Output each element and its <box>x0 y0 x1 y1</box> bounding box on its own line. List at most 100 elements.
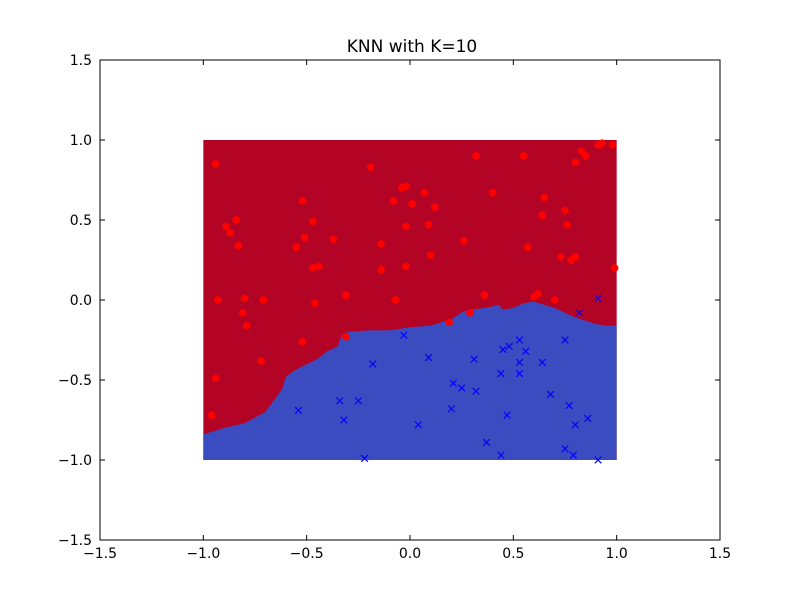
y-tick-label: 1.0 <box>70 133 92 149</box>
blue-x-point <box>499 345 507 354</box>
red-circle-point <box>222 222 230 231</box>
red-circle-point <box>213 296 222 304</box>
y-tick-label: 0.0 <box>70 293 92 309</box>
x-tick-label: 0.0 <box>399 546 421 562</box>
blue-x-point <box>569 451 577 459</box>
red-circle-point <box>459 236 468 245</box>
red-circle-point <box>240 294 249 303</box>
blue-x-point <box>294 406 303 415</box>
blue-x-point <box>561 445 569 453</box>
y-tick-label: −1.5 <box>58 533 92 549</box>
red-circle-point <box>211 374 220 383</box>
blue-x-point <box>515 358 524 367</box>
red-circle-point <box>257 356 266 365</box>
blue-x-point <box>497 451 505 459</box>
x-tick-label: −1.5 <box>83 546 117 562</box>
red-circle-point <box>402 262 410 271</box>
red-circle-point <box>424 220 433 229</box>
blue-x-point <box>497 369 505 378</box>
blue-x-point <box>400 331 408 339</box>
red-circle-point <box>571 158 580 167</box>
red-circle-point <box>300 233 309 242</box>
data-points <box>207 139 619 464</box>
y-tick-label: −0.5 <box>58 373 92 389</box>
red-circle-point <box>377 240 385 248</box>
blue-x-point <box>457 384 466 392</box>
red-circle-point <box>226 228 235 237</box>
red-circle-point <box>309 217 317 226</box>
red-circle-point <box>550 296 559 304</box>
red-circle-point <box>445 318 454 327</box>
blue-x-point <box>515 369 524 378</box>
red-circle-point <box>342 291 350 300</box>
blue-x-point <box>369 360 377 368</box>
red-circle-point <box>563 220 571 229</box>
x-tick-label: −1.0 <box>186 546 220 562</box>
blue-x-point <box>414 421 422 429</box>
blue-x-point <box>340 416 348 424</box>
red-circle-point <box>480 291 489 300</box>
red-circle-point <box>298 337 307 346</box>
red-circle-point <box>315 262 323 271</box>
red-circle-point <box>377 265 385 274</box>
blue-x-point <box>584 414 592 423</box>
red-circle-point <box>402 222 410 231</box>
red-circle-point <box>329 235 338 244</box>
x-tick-label: 1.5 <box>709 546 731 562</box>
blue-x-point <box>505 342 513 351</box>
x-tick-label: −0.5 <box>290 546 324 562</box>
blue-x-point <box>575 309 584 317</box>
blue-x-point <box>546 390 555 399</box>
red-circle-point <box>389 196 398 205</box>
blue-x-point <box>449 379 458 387</box>
red-circle-point <box>311 299 319 308</box>
y-tick-label: 0.5 <box>70 213 92 229</box>
blue-x-point <box>515 336 524 344</box>
red-circle-point <box>519 152 528 160</box>
blue-x-point <box>354 397 363 405</box>
red-circle-point <box>298 196 307 205</box>
red-circle-point <box>402 182 410 191</box>
blue-x-point <box>565 401 573 410</box>
red-circle-point <box>408 200 416 208</box>
red-circle-point <box>366 163 375 172</box>
blue-x-point <box>360 454 369 463</box>
red-circle-point <box>571 252 580 261</box>
red-circle-point <box>472 152 480 160</box>
red-circle-point <box>598 139 607 148</box>
blue-x-point <box>522 347 530 355</box>
red-circle-point <box>557 252 565 261</box>
red-circle-point <box>430 203 439 212</box>
red-circle-point <box>420 188 429 197</box>
blue-x-point <box>503 411 511 419</box>
x-tick-label: 0.5 <box>502 546 524 562</box>
red-circle-point <box>292 243 301 252</box>
red-circle-point <box>259 296 268 304</box>
red-circle-point <box>561 206 569 215</box>
axis-ticks: −1.5 −1.0 −0.5 0.0 0.5 1.0 1.5 −1.5 −1.0 −0.5 0.0 0… <box>58 53 731 562</box>
red-circle-point <box>540 193 549 202</box>
blue-x-point <box>447 405 456 413</box>
red-circle-point <box>342 332 350 341</box>
blue-x-point <box>424 353 433 362</box>
red-circle-point <box>426 251 435 260</box>
red-circle-point <box>523 243 532 252</box>
blue-x-point <box>482 438 491 447</box>
red-circle-point <box>242 321 251 330</box>
red-circle-point <box>234 241 243 250</box>
red-circle-point <box>211 160 220 168</box>
red-circle-point <box>391 296 400 304</box>
blue-x-point <box>571 421 580 429</box>
red-circle-point <box>534 289 542 298</box>
red-circle-point <box>466 308 474 317</box>
blue-x-point <box>594 294 602 303</box>
y-tick-label: 1.5 <box>70 53 92 69</box>
region-class-blue <box>203 301 617 460</box>
red-circle-point <box>232 216 241 224</box>
y-tick-label: −1.0 <box>58 453 92 469</box>
red-circle-point <box>488 188 497 197</box>
chart-title: KNN with K=10 <box>347 37 477 57</box>
red-circle-point <box>207 411 216 420</box>
blue-x-point <box>470 355 478 363</box>
